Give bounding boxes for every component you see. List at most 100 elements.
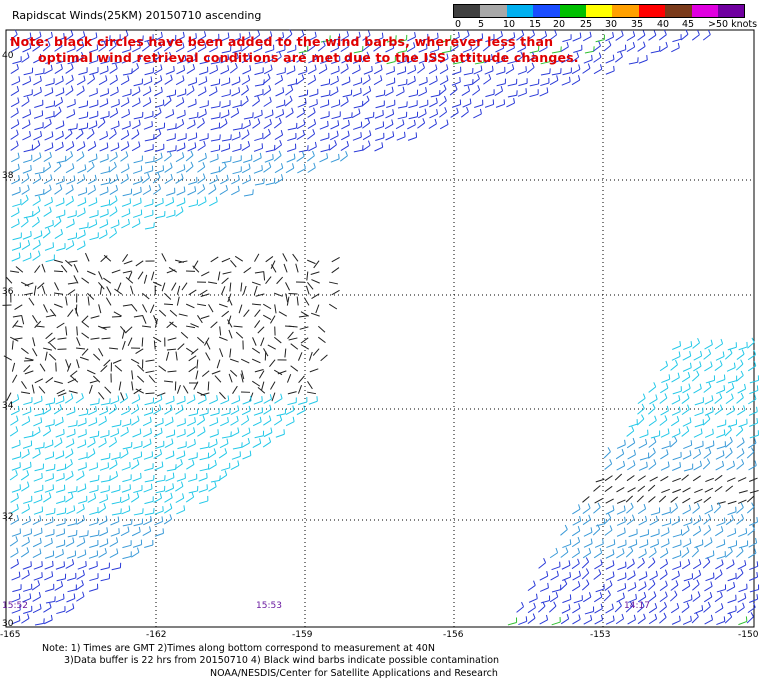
wind-barb <box>76 508 85 514</box>
wind-barb-flag <box>700 350 703 357</box>
wind-barb <box>561 58 570 64</box>
wind-barb <box>494 90 503 97</box>
wind-barb <box>230 57 239 63</box>
wind-barb-flag <box>734 528 737 534</box>
wind-barb <box>121 466 131 471</box>
wind-barb <box>682 355 691 361</box>
wind-barb <box>78 534 88 538</box>
wind-barb <box>88 92 98 97</box>
wind-barb-flag <box>91 128 95 134</box>
wind-barb <box>155 148 165 152</box>
wind-barb <box>219 189 228 195</box>
wind-barb-flag <box>257 118 261 124</box>
wind-barb-flag <box>194 43 197 49</box>
wind-barb-flag <box>17 405 20 411</box>
wind-barb <box>12 315 22 318</box>
wind-barb <box>11 223 20 229</box>
lat-label-36: 36 <box>2 287 14 297</box>
wind-barb-flag <box>753 349 757 355</box>
wind-barb-flag <box>27 240 31 246</box>
wind-barb <box>693 365 702 372</box>
wind-barb-flag <box>326 153 329 159</box>
wind-barb <box>241 145 250 152</box>
wind-barb <box>131 222 141 229</box>
wind-barb <box>152 176 161 184</box>
wind-barb-flag <box>719 393 723 399</box>
wind-barb-flag <box>26 470 30 476</box>
wind-barb-flag <box>623 505 626 511</box>
wind-barb <box>11 340 14 350</box>
wind-barb <box>148 375 156 383</box>
wind-barb <box>200 392 210 396</box>
wind-barb-flag <box>597 502 601 508</box>
wind-barb <box>736 353 745 360</box>
wind-barb-flag <box>579 515 582 522</box>
wind-barb <box>88 588 98 592</box>
legend-swatch <box>454 5 481 17</box>
wind-barb <box>463 72 473 76</box>
wind-barb-flag <box>70 30 74 36</box>
wind-barb <box>230 259 237 268</box>
wind-barb-flag <box>27 536 30 543</box>
wind-barb <box>21 189 30 195</box>
wind-barb <box>353 105 363 109</box>
wind-barb <box>309 368 319 373</box>
wind-barb <box>66 223 75 229</box>
wind-barb-flag <box>246 41 250 47</box>
wind-barb-flag <box>40 494 43 500</box>
wind-barb-flag <box>127 163 130 169</box>
wind-barb-flag <box>348 76 351 82</box>
wind-barb <box>45 588 54 592</box>
wind-barb <box>56 60 66 65</box>
wind-barb <box>691 374 700 382</box>
wind-barb <box>34 378 44 384</box>
wind-barb-flag <box>102 117 106 123</box>
legend-swatch <box>717 5 745 17</box>
wind-barb <box>702 418 711 426</box>
wind-barb-flag <box>454 84 458 90</box>
wind-barb <box>231 136 241 141</box>
wind-barb <box>681 376 691 383</box>
wind-barb <box>33 400 43 405</box>
wind-barb <box>571 585 581 592</box>
footer-credit: NOAA/NESDIS/Center for Satellite Applica… <box>210 668 498 679</box>
wind-barb-flag <box>316 99 318 105</box>
wind-barb <box>725 452 733 459</box>
wind-barb-flag <box>114 437 117 443</box>
legend-swatch <box>585 5 613 17</box>
wind-barb <box>111 269 121 274</box>
wind-barb-flag <box>708 524 712 530</box>
wind-barb-flag <box>479 108 482 114</box>
wind-barb <box>727 610 737 615</box>
wind-barb <box>430 94 440 98</box>
wind-barb-flag <box>723 429 726 435</box>
wind-barb-flag <box>18 76 21 82</box>
wind-barb-flag <box>137 415 140 421</box>
wind-barb-flag <box>674 436 678 442</box>
wind-barb-flag <box>49 206 52 212</box>
wind-barb-flag <box>491 65 494 71</box>
wind-barb-flag <box>358 31 361 37</box>
wind-barb-flag <box>679 461 682 468</box>
wind-barb <box>232 127 242 131</box>
wind-barb <box>670 496 679 503</box>
wind-barb <box>67 61 77 65</box>
wind-barb <box>671 399 681 405</box>
wind-barb-flag <box>414 54 417 60</box>
wind-barb <box>671 432 681 438</box>
wind-barb <box>218 336 228 341</box>
wind-barb <box>67 523 77 527</box>
wind-barb <box>726 367 736 372</box>
wind-barb <box>210 83 220 87</box>
wind-barb-flag <box>16 503 19 509</box>
wind-barb <box>549 79 559 86</box>
wind-barb <box>214 375 222 383</box>
wind-barb <box>44 351 48 361</box>
wind-barb <box>474 104 483 108</box>
wind-barb <box>34 265 41 274</box>
wind-barb <box>725 441 733 448</box>
wind-barb-flag <box>169 514 173 520</box>
wind-barb <box>122 478 132 483</box>
wind-barb-flag <box>161 461 164 467</box>
wind-barb <box>175 178 184 184</box>
